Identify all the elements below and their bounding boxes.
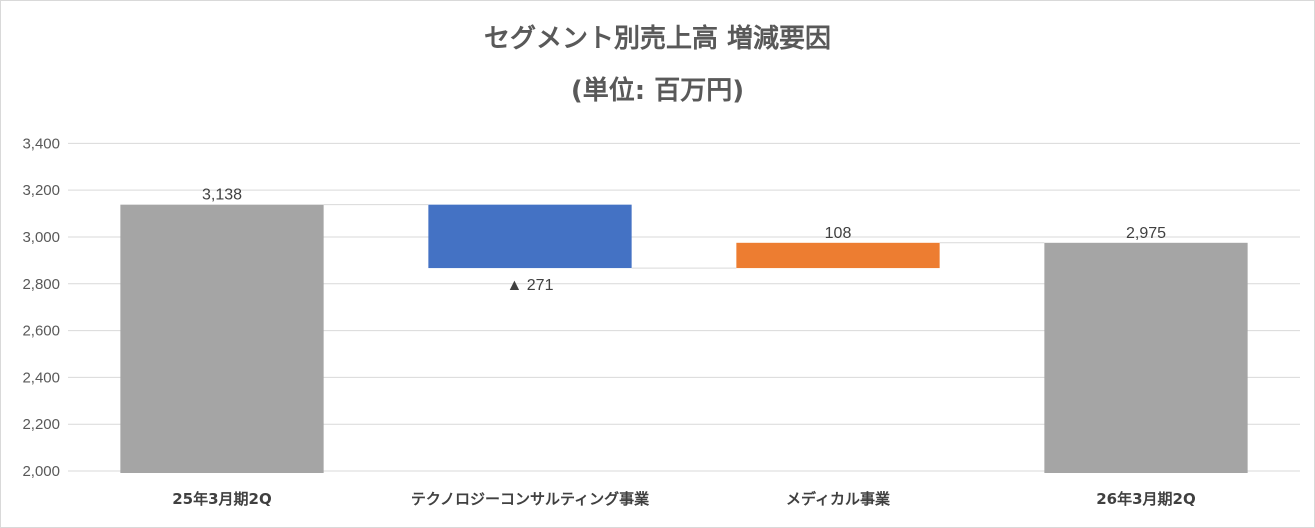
bar [736, 242, 940, 269]
y-tick-label: 2,600 [22, 323, 60, 340]
data-label: ▲ 271 [507, 277, 554, 294]
y-tick-label: 3,000 [22, 229, 60, 246]
x-category-label: メディカル事業 [786, 490, 891, 508]
y-tick-label: 2,000 [22, 463, 60, 480]
bar [120, 204, 324, 473]
bar [1044, 242, 1248, 473]
y-tick-label: 2,200 [22, 416, 60, 433]
y-tick-label: 2,400 [22, 369, 60, 386]
bar [428, 204, 632, 269]
x-category-label: 26年3月期2Q [1096, 490, 1196, 508]
data-label: 2,975 [1126, 225, 1166, 242]
y-tick-label: 2,800 [22, 276, 60, 293]
chart-subtitle-unit: (単位: 百万円) [570, 76, 745, 106]
x-category-label: テクノロジーコンサルティング事業 [411, 490, 650, 508]
x-category-label: 25年3月期2Q [172, 490, 272, 508]
data-label: 108 [825, 225, 852, 242]
y-tick-label: 3,200 [22, 182, 60, 199]
chart-title: セグメント別売上高 増減要因 [483, 24, 832, 54]
y-tick-label: 3,400 [22, 135, 60, 152]
data-label: 3,138 [202, 187, 242, 204]
